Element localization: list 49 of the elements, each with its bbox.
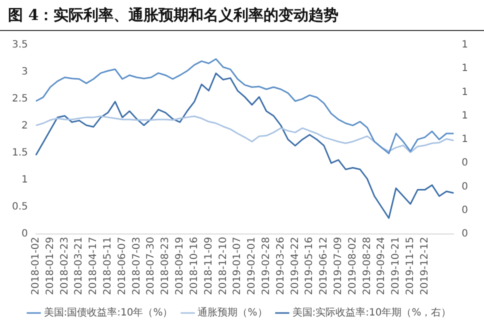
y2-tick-label: 0 xyxy=(462,204,468,216)
x-tick-label: 2018-07-03 xyxy=(131,236,142,296)
x-tick-label: 2019-08-28 xyxy=(362,236,373,296)
x-tick-label: 2019-01-07 xyxy=(232,236,244,296)
x-tick-label: 2019-03-26 xyxy=(275,236,286,296)
y2-tick-label: 1 xyxy=(462,40,468,51)
y2-tick-label: 1 xyxy=(462,134,468,146)
y2-tick-label: 1 xyxy=(462,63,468,74)
x-tick-label: 2018-09-19 xyxy=(174,236,186,296)
x-tick-label: 2018-04-17 xyxy=(88,236,100,296)
x-tick-label: 2019-05-16 xyxy=(304,236,316,296)
legend-label: 通胀预期（%） xyxy=(198,306,268,319)
x-tick-label: 2019-12-12 xyxy=(419,236,430,296)
x-tick-label: 2018-11-09 xyxy=(203,236,214,296)
x-tick-label: 2019-07-09 xyxy=(332,236,344,296)
x-tick-label: 2019-02-28 xyxy=(260,236,272,296)
x-tick-label: 2019-06-12 xyxy=(318,236,330,296)
x-tick-label: 2018-07-30 xyxy=(146,236,157,296)
y2-tick-label: 1 xyxy=(462,110,468,122)
y-tick-label: 3 xyxy=(22,66,28,78)
x-tick-label: 2018-06-07 xyxy=(116,236,128,296)
y-tick-label: 2 xyxy=(22,120,28,132)
y-tick-label: 0.5 xyxy=(12,201,28,212)
x-tick-label: 2018-12-10 xyxy=(218,236,229,296)
x-tick-label: 2018-05-11 xyxy=(102,236,114,296)
y-tick-label: 1.5 xyxy=(12,148,28,159)
x-tick-label: 2018-01-29 xyxy=(44,236,56,296)
y2-tick-label: 0 xyxy=(462,228,468,240)
x-tick-label: 2019-10-21 xyxy=(390,236,402,296)
x-tick-label: 2019-04-22 xyxy=(290,236,301,296)
chart-title: 图 4：实际利率、通胀预期和名义利率的变动趋势 xyxy=(0,0,484,31)
x-tick-label: 2018-03-21 xyxy=(74,236,85,296)
x-tick-label: 2018-10-16 xyxy=(188,236,200,296)
y-tick-label: 0 xyxy=(22,228,28,240)
x-tick-label: 2018-08-23 xyxy=(160,236,172,296)
x-tick-label: 2019-02-01 xyxy=(246,236,258,296)
y2-tick-label: 0 xyxy=(462,181,468,192)
legend-label: 美国:国债收益率:10年（%） xyxy=(44,306,173,319)
x-tick-label: 2018-01-02 xyxy=(30,236,42,296)
x-tick-label: 2019-11-15 xyxy=(405,236,416,296)
y2-tick-label: 1 xyxy=(462,86,468,98)
y-tick-label: 1 xyxy=(22,174,28,186)
legend-label: 美国:实际收益率:10年期（%，右） xyxy=(292,306,452,319)
y-tick-label: 2.5 xyxy=(12,94,28,105)
y-tick-label: 3.5 xyxy=(12,40,28,51)
x-tick-label: 2019-08-02 xyxy=(347,236,358,296)
x-tick-label: 2019-09-24 xyxy=(376,236,388,296)
x-tick-label: 2018-02-23 xyxy=(59,236,70,296)
y2-tick-label: 0 xyxy=(462,158,468,169)
